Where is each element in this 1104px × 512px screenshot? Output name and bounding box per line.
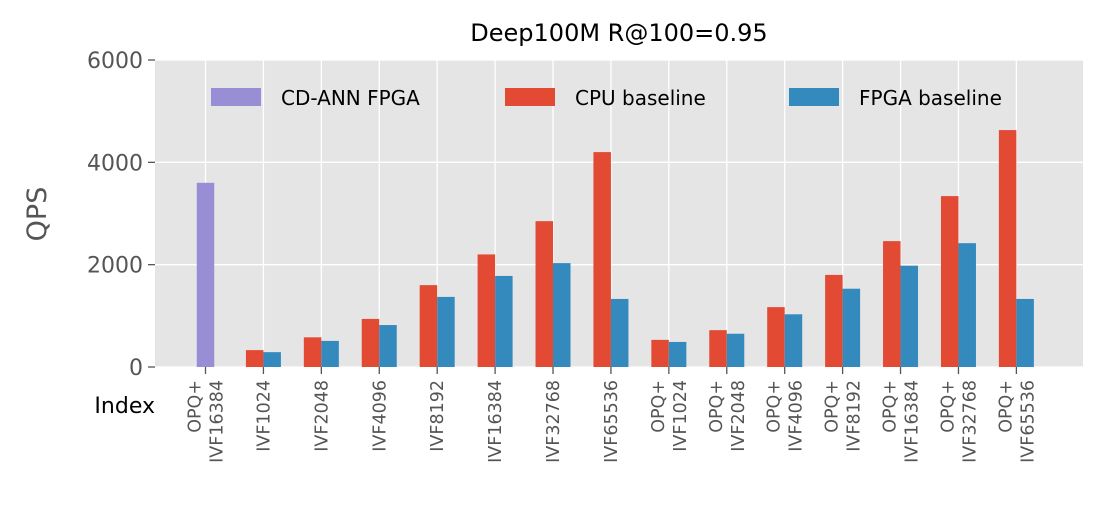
bar-fpga-baseline: [553, 263, 571, 367]
y-axis-label: QPS: [22, 187, 53, 242]
x-tick-label: OPQ+: [765, 380, 785, 433]
bar-fpga-baseline: [668, 341, 687, 367]
y-tick-label: 4000: [87, 151, 143, 176]
x-tick-label: OPQ+: [707, 380, 727, 433]
y-axis: 0 2000 4000 6000: [87, 49, 155, 381]
x-tick-label: IVF1024: [671, 380, 691, 452]
x-tick-label: OPQ+: [881, 380, 901, 433]
x-tick-label: IVF65536: [602, 380, 622, 463]
bar-cpu-baseline: [419, 285, 438, 367]
x-tick-label: OPQ+: [823, 380, 843, 433]
legend: CD-ANN FPGA CPU baseline FPGA baseline: [211, 86, 1002, 110]
bar-cpu-baseline: [767, 307, 785, 367]
bar-fpga-baseline: [726, 333, 745, 367]
bar-fpga-baseline: [784, 314, 803, 367]
y-tick-label: 6000: [87, 49, 143, 74]
bar-fpga-baseline: [495, 275, 513, 367]
bar-cpu-baseline: [361, 318, 380, 367]
bar-fpga-baseline: [900, 265, 919, 367]
x-tick-label: IVF2048: [312, 380, 332, 452]
bar-cpu-baseline: [998, 130, 1017, 367]
bar-fpga-baseline: [263, 352, 281, 367]
x-tick-label: IVF32768: [960, 380, 980, 463]
x-tick-label: IVF16384: [208, 380, 228, 463]
bar-cpu-baseline: [651, 339, 669, 367]
x-axis-label: Index: [94, 394, 155, 419]
legend-swatch: [789, 88, 839, 106]
x-tick-label: OPQ+: [649, 380, 669, 433]
bar-fpga-baseline: [437, 296, 455, 367]
x-axis: OPQ+ IVF16384 IVF1024 IVF2048 IVF4096 IVF8192…: [186, 367, 1038, 463]
legend-label: CPU baseline: [575, 86, 706, 110]
bar-cpu-baseline: [825, 274, 843, 367]
y-tick-label: 0: [129, 356, 143, 381]
x-tick-label: IVF2048: [729, 380, 749, 452]
x-tick-label: IVF4096: [370, 380, 390, 452]
legend-label: FPGA baseline: [859, 86, 1002, 110]
legend-swatch: [505, 88, 555, 106]
bar-cpu-baseline: [593, 152, 611, 367]
bar-cpu-baseline: [245, 350, 264, 367]
x-tick-label: IVF1024: [254, 380, 274, 452]
bar-fpga-baseline: [1016, 298, 1034, 367]
bar-fpga-baseline: [379, 325, 397, 367]
x-tick-label: OPQ+: [186, 380, 206, 433]
bar-cpu-baseline: [709, 330, 727, 367]
x-tick-label: IVF8192: [428, 380, 448, 452]
bar-cpu-baseline: [535, 221, 554, 367]
legend-swatch: [211, 88, 261, 106]
bar-fpga-baseline: [321, 340, 339, 367]
x-tick-label: IVF8192: [845, 380, 865, 452]
x-tick-label: OPQ+: [938, 380, 958, 433]
x-tick-label: OPQ+: [996, 380, 1016, 433]
chart-title: Deep100M R@100=0.95: [470, 19, 767, 47]
legend-label: CD-ANN FPGA: [281, 86, 420, 110]
bar-cpu-baseline: [940, 196, 959, 367]
x-tick-label: IVF32768: [544, 380, 564, 463]
x-tick-label: IVF65536: [1018, 380, 1038, 463]
bar-cpu-baseline: [883, 241, 901, 367]
y-tick-label: 2000: [87, 254, 143, 279]
x-tick-label: IVF16384: [903, 380, 923, 463]
x-tick-label: IVF16384: [486, 380, 506, 463]
bar-fpga-baseline: [958, 243, 976, 367]
bar-fpga-baseline: [610, 298, 629, 367]
bars: [196, 130, 1034, 367]
bar-fpga-baseline: [842, 288, 861, 367]
bar-cpu-baseline: [303, 337, 322, 367]
x-tick-label: IVF4096: [787, 380, 807, 452]
bar-cpu-baseline: [477, 254, 496, 367]
bar-cd-ann-fpga: [196, 182, 215, 367]
